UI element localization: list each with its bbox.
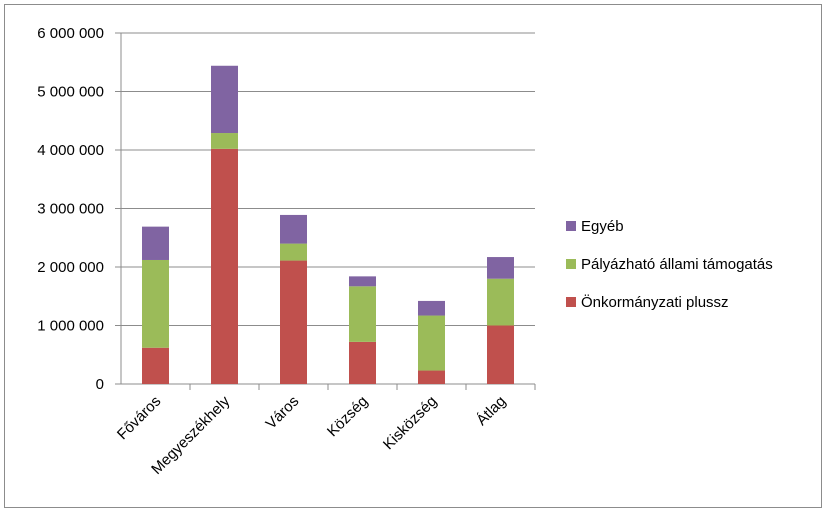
bar-segment	[280, 243, 307, 261]
bar-segment	[349, 341, 376, 384]
y-tick-label: 4 000 000	[37, 142, 104, 159]
legend-label: Egyéb	[581, 218, 624, 235]
bar-segment	[142, 226, 169, 260]
x-tick-label: Átlag	[473, 393, 509, 429]
legend-label: Önkormányzati plussz	[581, 293, 729, 311]
x-tick-label: Kisközség	[380, 393, 440, 453]
y-tick-label: 5 000 000	[37, 84, 104, 101]
y-tick-label: 1 000 000	[37, 318, 104, 335]
bar-segment	[349, 276, 376, 287]
y-tick-label: 0	[96, 376, 104, 393]
x-tick-label: Főváros	[114, 393, 164, 443]
bar-segment	[418, 300, 445, 316]
bar-segment	[487, 257, 514, 279]
y-tick-label: 6 000 000	[37, 25, 104, 42]
bar-segment	[349, 286, 376, 342]
bar-segment	[280, 260, 307, 384]
x-tick-label: Város	[263, 393, 303, 433]
bar-segment	[211, 133, 238, 149]
bar-segment	[487, 278, 514, 326]
x-tick-label: Község	[324, 393, 371, 440]
legend-swatch	[566, 259, 576, 269]
y-tick-label: 2 000 000	[37, 259, 104, 276]
bar-segment	[487, 325, 514, 384]
bar-segment	[142, 347, 169, 384]
bar-segment	[418, 370, 445, 384]
bar-segment	[211, 65, 238, 134]
legend-swatch	[566, 221, 576, 231]
bar-segment	[418, 315, 445, 371]
bar-segment	[142, 259, 169, 348]
bar-segment	[280, 214, 307, 244]
y-tick-label: 3 000 000	[37, 201, 104, 218]
bar-segment	[211, 148, 238, 384]
legend-label: Pályázható állami támogatás	[581, 256, 773, 273]
legend-swatch	[566, 297, 576, 307]
chart-frame	[4, 4, 822, 508]
